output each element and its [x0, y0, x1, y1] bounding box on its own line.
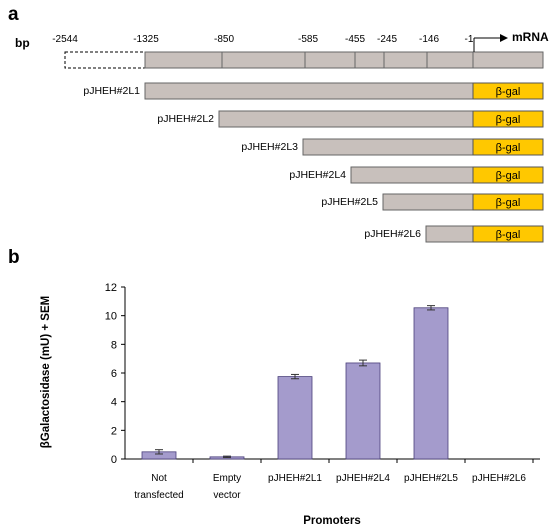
bp-label: bp [15, 36, 30, 50]
beta-gal-label: β-gal [496, 114, 521, 126]
bar-chart: 0 2 4 6 8 10 12 Not transfected Empty vector pJHEH… [105, 282, 540, 501]
beta-gal-box [472, 82, 544, 100]
construct-L3: pJHEH#2L3 β-gal [241, 138, 544, 156]
promoter-fragment [218, 110, 474, 128]
promoter-fragment [302, 138, 474, 156]
y-tick-label: 10 [105, 311, 117, 323]
panel-a-label: a [8, 4, 19, 25]
y-tick-label: 0 [111, 454, 117, 466]
construct-L4: pJHEH#2L4 β-gal [289, 166, 544, 184]
beta-gal-label: β-gal [496, 229, 521, 241]
position-label: -146 [419, 34, 439, 45]
beta-gal-box [472, 225, 544, 243]
position-label: -850 [214, 34, 234, 45]
construct-L2: pJHEH#2L2 β-gal [157, 110, 544, 128]
x-category-label: pJHEH#2L4 [336, 473, 390, 484]
bar [413, 307, 449, 460]
x-axis-title: Promoters [303, 515, 361, 527]
beta-gal-label: β-gal [496, 86, 521, 98]
position-labels: -2544 -1325 -850 -585 -455 -245 -146 -1 [52, 34, 474, 45]
promoter-fragment [350, 166, 474, 184]
position-label: -455 [345, 34, 365, 45]
beta-gal-box [472, 193, 544, 211]
x-category-label: Not transfected [134, 473, 183, 501]
beta-gal-box [472, 166, 544, 184]
x-category-label: pJHEH#2L5 [404, 473, 458, 484]
promoter-fragment [382, 193, 474, 211]
position-label: -2544 [52, 34, 78, 45]
panel-b-label: b [8, 247, 20, 268]
beta-gal-label: β-gal [496, 197, 521, 209]
construct-label: pJHEH#2L3 [241, 141, 298, 153]
y-tick-label: 8 [111, 339, 117, 351]
x-category-label: pJHEH#2L6 [472, 473, 526, 484]
upstream-dashed-region [64, 51, 146, 69]
beta-gal-box [472, 138, 544, 156]
bar [345, 362, 381, 460]
beta-gal-label: β-gal [496, 142, 521, 154]
y-tick-label: 4 [111, 397, 117, 409]
x-category-label: Empty vector [213, 473, 241, 501]
construct-label: pJHEH#2L4 [289, 169, 346, 181]
genomic-map [64, 51, 544, 69]
construct-label: pJHEH#2L6 [364, 228, 421, 240]
position-label: -1325 [133, 34, 159, 45]
construct-L5: pJHEH#2L5 β-gal [321, 193, 544, 211]
construct-label: pJHEH#2L5 [321, 196, 378, 208]
promoter-fragment [144, 82, 474, 100]
y-tick-label: 2 [111, 425, 117, 437]
beta-gal-box [472, 110, 544, 128]
construct-label: pJHEH#2L2 [157, 113, 214, 125]
position-label: -1 [465, 34, 474, 45]
transcribed-region [472, 51, 544, 69]
y-tick-label: 12 [105, 282, 117, 294]
construct-label: pJHEH#2L1 [83, 85, 140, 97]
construct-L1: pJHEH#2L1 β-gal [83, 82, 544, 100]
y-axis-title: βGalactosidase (mU) + SEM [40, 296, 52, 448]
construct-L6: pJHEH#2L6 β-gal [364, 225, 544, 243]
mrna-label: mRNA [512, 30, 549, 44]
beta-gal-label: β-gal [496, 170, 521, 182]
bar [277, 376, 313, 460]
transcription-start-arrow-icon [473, 34, 508, 52]
promoter-fragment [425, 225, 474, 243]
x-category-label: pJHEH#2L1 [268, 473, 322, 484]
position-label: -585 [298, 34, 318, 45]
y-tick-label: 6 [111, 368, 117, 380]
promoter-region [144, 51, 474, 69]
position-label: -245 [377, 34, 397, 45]
